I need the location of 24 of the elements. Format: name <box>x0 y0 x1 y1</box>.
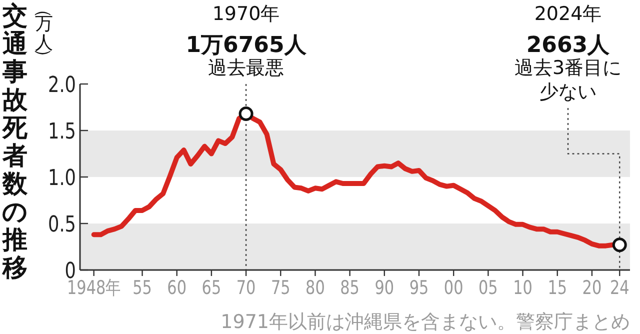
annotation: 少ない <box>540 81 596 103</box>
x-tick-label: 05 <box>478 277 498 300</box>
y-tick-label: 0.5 <box>48 212 76 238</box>
annotation: 過去最悪 <box>208 57 284 79</box>
ylabel: （万人） <box>33 0 54 66</box>
x-tick-label: 85 <box>340 277 360 300</box>
x-tick-label: 20 <box>582 277 602 300</box>
x-tick-label: 75 <box>270 277 290 300</box>
x-tick-label: 55 <box>132 277 152 300</box>
y-tick-label: 2.0 <box>48 72 76 98</box>
x-tick-label: 95 <box>409 277 429 300</box>
x-tick-label: 60 <box>167 277 187 300</box>
x-tick-label: 00 <box>444 277 464 300</box>
note: 1971年以前は沖縄県を含まない。警察庁まとめ <box>220 311 630 333</box>
y-tick-label: 1.5 <box>48 118 76 144</box>
chart-title: 交通事故死者数の推移 <box>2 1 28 282</box>
x-tick-label: 70 <box>236 277 256 300</box>
y-tick-label: 1.0 <box>48 165 76 191</box>
x-tick-label: 65 <box>202 277 222 300</box>
x-tick-label: 24 <box>610 277 630 300</box>
x-tick-label: 80 <box>306 277 325 300</box>
x-tick-label: 15 <box>548 277 568 300</box>
x-tick-label: 10 <box>513 277 532 300</box>
x-tick-label: 90 <box>374 277 394 300</box>
